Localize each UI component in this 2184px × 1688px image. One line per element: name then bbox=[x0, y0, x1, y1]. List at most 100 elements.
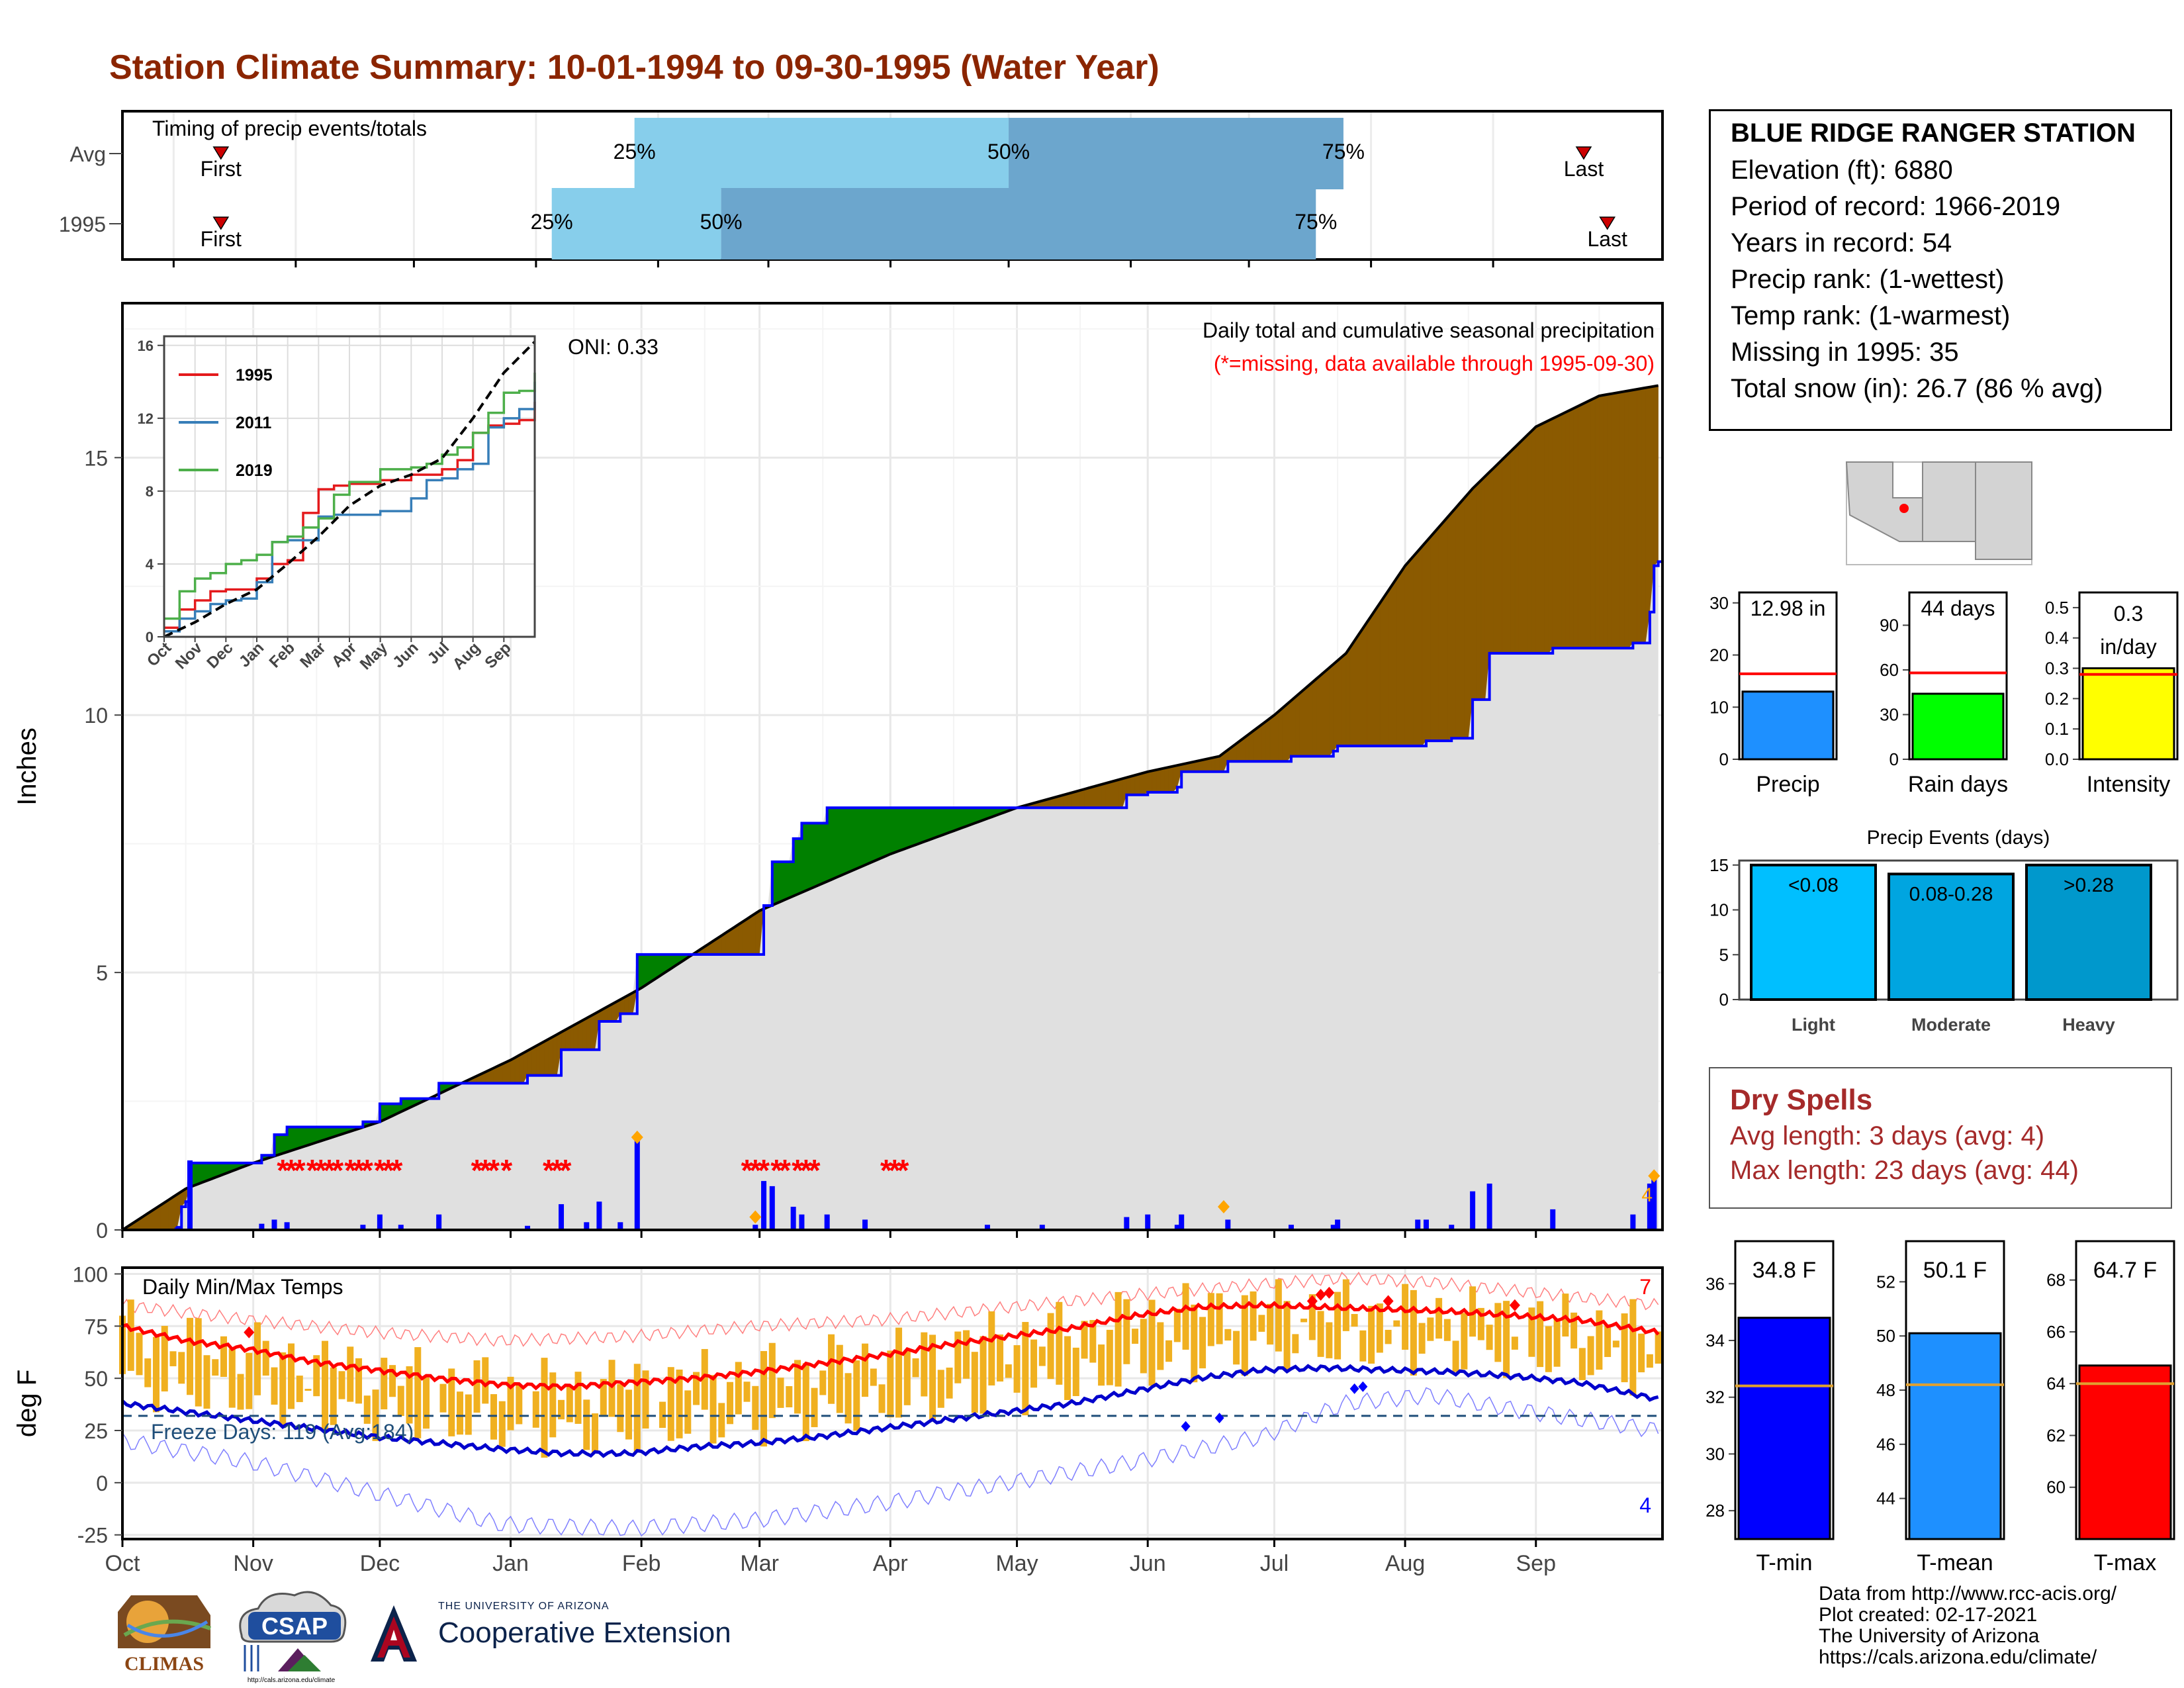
precip-missing-marker: * bbox=[315, 1153, 327, 1188]
temp-xtick-label-Dec: Dec bbox=[360, 1551, 400, 1576]
timing-first-marker-1995 bbox=[212, 216, 230, 230]
temp-daily-bar bbox=[127, 1299, 134, 1371]
totals-ytick-label: 90 bbox=[1880, 616, 1899, 635]
precip-missing-marker: * bbox=[374, 1153, 386, 1188]
timing-first-label-Avg: First bbox=[201, 157, 242, 181]
precip-daily-bar bbox=[360, 1225, 366, 1230]
temp-daily-bar bbox=[743, 1382, 751, 1402]
dry-spells-heading: Dry Spells bbox=[1730, 1084, 1873, 1116]
events-bar-label-Light: <0.08 bbox=[1788, 874, 1839, 896]
precip-daily-bar bbox=[799, 1214, 805, 1230]
temp-daily-bar bbox=[1308, 1294, 1316, 1340]
temp-daily-bar bbox=[701, 1348, 708, 1410]
temp-daily-bar bbox=[819, 1370, 827, 1395]
temp-daily-bar bbox=[1528, 1307, 1535, 1357]
temp-daily-bar bbox=[389, 1365, 396, 1397]
temp-daily-bar bbox=[254, 1322, 261, 1395]
precip-title: Daily total and cumulative seasonal prec… bbox=[1203, 318, 1655, 342]
temp-daily-bar bbox=[1503, 1301, 1510, 1378]
temp-daily-bar bbox=[1461, 1313, 1468, 1370]
temp-daily-bar bbox=[304, 1389, 312, 1391]
temp-record-low-marker bbox=[1349, 1383, 1359, 1394]
temp-daily-bar bbox=[887, 1350, 894, 1418]
temp-daily-bar bbox=[903, 1350, 911, 1405]
csap-text: CSAP bbox=[261, 1613, 328, 1640]
precip-daily-bar bbox=[1550, 1209, 1556, 1230]
temp-daily-bar bbox=[1402, 1284, 1409, 1350]
timing-last-label-1995: Last bbox=[1587, 227, 1627, 251]
precip-daily-bar bbox=[1288, 1225, 1294, 1230]
events-bar-Moderate bbox=[1888, 872, 2015, 1002]
temp-daily-bar bbox=[1241, 1295, 1248, 1376]
temp-daily-bar bbox=[1553, 1319, 1561, 1367]
temp-daily-bar bbox=[667, 1367, 674, 1441]
timing-bar-q25-q50-1995 bbox=[551, 188, 721, 259]
precip-daily-bar bbox=[824, 1214, 830, 1230]
temp-daily-bar bbox=[625, 1389, 633, 1440]
tempbar-bar-T-min bbox=[1737, 1317, 1831, 1540]
tempbar-ytick-label: 60 bbox=[2046, 1477, 2066, 1497]
temp-daily-bar bbox=[1385, 1329, 1392, 1344]
temp-daily-bar bbox=[566, 1385, 573, 1423]
precip-missing-marker: * bbox=[344, 1153, 356, 1188]
temp-daily-bar bbox=[1452, 1340, 1459, 1372]
temp-daily-bar bbox=[406, 1366, 413, 1424]
temp-daily-bar bbox=[516, 1385, 523, 1425]
temp-daily-bar bbox=[1494, 1303, 1502, 1362]
temp-daily-bar bbox=[853, 1360, 860, 1431]
timing-row-label-Avg: Avg bbox=[69, 142, 106, 166]
temp-daily-bar bbox=[1199, 1317, 1206, 1369]
totals-ytick-label: 60 bbox=[1880, 660, 1899, 680]
temp-record-min-line bbox=[122, 1387, 1659, 1537]
temp-daily-bar bbox=[979, 1336, 987, 1414]
timing-q50-label-1995: 50% bbox=[700, 210, 743, 234]
totals-label-Intensity: Intensity bbox=[2087, 772, 2171, 797]
precip-ytick-label: 15 bbox=[84, 446, 108, 470]
precip-ytick-label: 5 bbox=[96, 961, 108, 985]
temp-daily-bar bbox=[1578, 1348, 1586, 1380]
temp-daily-bar bbox=[473, 1360, 480, 1413]
precip-daily-bar bbox=[1630, 1214, 1636, 1230]
events-ytick-label: 10 bbox=[1709, 900, 1729, 920]
temp-ytick-label: 0 bbox=[96, 1472, 108, 1495]
events-category-Light: Light bbox=[1792, 1015, 1835, 1035]
precip-missing-marker: * bbox=[551, 1153, 563, 1188]
precip-daily-bar bbox=[1415, 1219, 1421, 1230]
temp-record-high-marker bbox=[1383, 1295, 1394, 1307]
precip-missing-marker: * bbox=[285, 1153, 297, 1188]
precip-missing-marker: * bbox=[390, 1153, 402, 1188]
temp-daily-bar bbox=[212, 1359, 219, 1376]
tempbar-ytick-label: 52 bbox=[1876, 1272, 1895, 1291]
tempbar-label-T-min: T-min bbox=[1756, 1550, 1813, 1575]
totals-ytick-label: 0.4 bbox=[2045, 628, 2069, 648]
tempbar-ytick-label: 48 bbox=[1876, 1380, 1895, 1400]
temp-daily-bar bbox=[937, 1370, 944, 1408]
precip-missing-marker: * bbox=[758, 1153, 770, 1188]
temp-daily-bar bbox=[1326, 1322, 1333, 1358]
precip-daily-bar bbox=[769, 1186, 775, 1230]
temp-daily-bar bbox=[507, 1376, 514, 1430]
university-of-arizona-logo bbox=[371, 1605, 417, 1662]
precip-missing-marker: * bbox=[294, 1153, 306, 1188]
temp-daily-bar bbox=[279, 1352, 287, 1427]
precip-daily-bar bbox=[525, 1225, 531, 1230]
precip-daily-bar bbox=[1330, 1225, 1336, 1230]
timing-q75-label-1995: 75% bbox=[1295, 210, 1337, 234]
tempbar-ytick-label: 44 bbox=[1876, 1489, 1895, 1509]
inset-xtick-label: May bbox=[357, 639, 392, 674]
inset-xtick-label: Feb bbox=[266, 639, 298, 671]
temp-daily-bar bbox=[777, 1378, 784, 1408]
temp-daily-bar bbox=[558, 1399, 565, 1420]
temp-daily-bar bbox=[1038, 1346, 1046, 1366]
temp-daily-bar bbox=[1157, 1322, 1164, 1370]
totals-ytick-label: 0.0 bbox=[2045, 749, 2069, 769]
precip-missing-marker: * bbox=[479, 1153, 491, 1188]
temp-daily-bar bbox=[1621, 1313, 1628, 1383]
totals-bar-Precip bbox=[1741, 690, 1835, 761]
temp-xtick-label-Nov: Nov bbox=[233, 1551, 273, 1576]
temp-daily-bar bbox=[1359, 1330, 1367, 1362]
inset-ytick-label: 12 bbox=[138, 410, 154, 427]
precip-daily-bar bbox=[634, 1137, 640, 1230]
temp-daily-bar bbox=[1587, 1336, 1594, 1376]
temp-xtick-label-Oct: Oct bbox=[105, 1551, 140, 1576]
